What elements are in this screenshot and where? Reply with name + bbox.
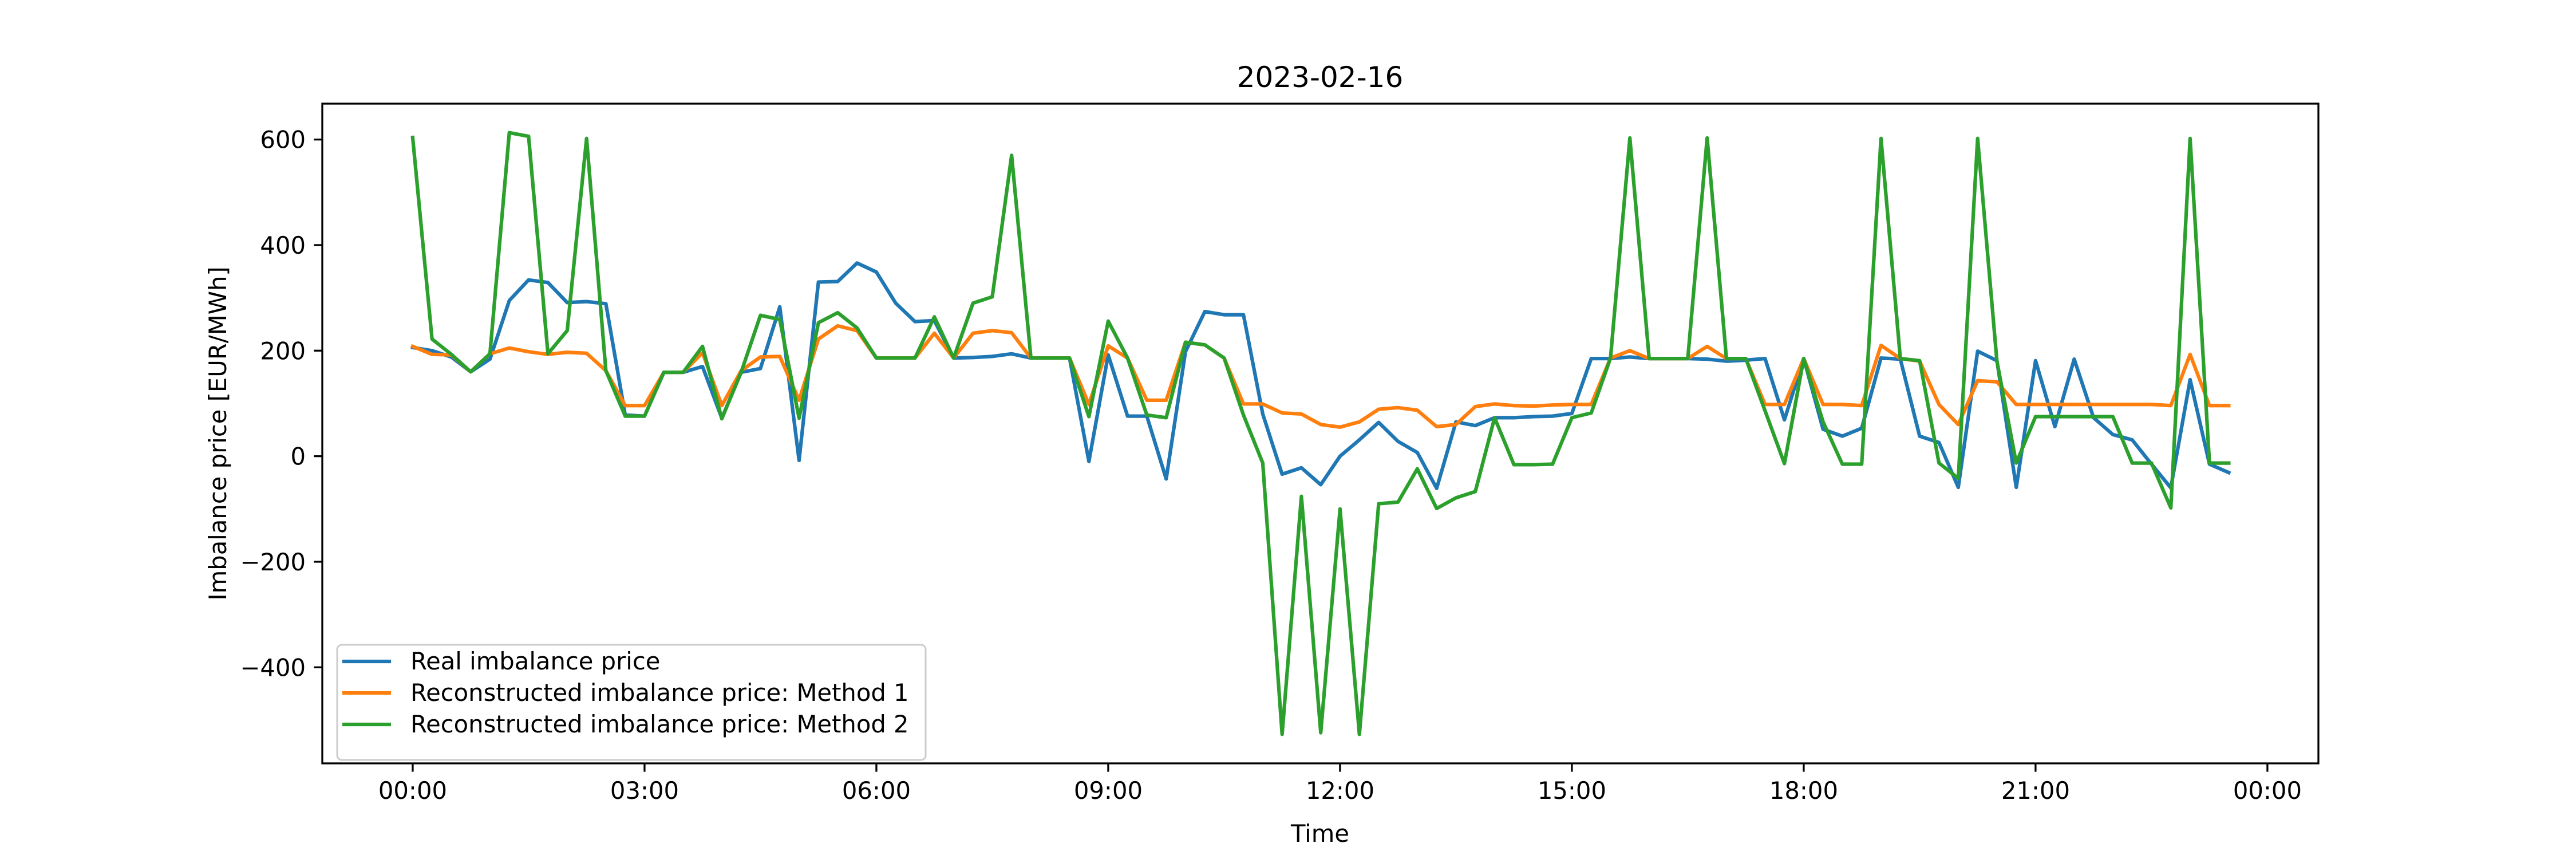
- y-tick-label: 400: [260, 231, 306, 259]
- legend-label-method-1: Reconstructed imbalance price: Method 1: [410, 679, 909, 707]
- axes-frame: [321, 103, 2320, 765]
- y-tick-label: −400: [240, 653, 306, 681]
- y-axis: −400 −200 0 200 400 600: [240, 126, 322, 681]
- x-tick-label: 09:00: [1074, 777, 1143, 805]
- legend: Real imbalance price Reconstructed imbal…: [336, 644, 927, 761]
- y-tick-label: 600: [260, 126, 306, 154]
- x-tick-label: 18:00: [1769, 777, 1838, 805]
- x-axis: 00:00 03:00 06:00 09:00 12:00 15:00 18:00 21:00…: [378, 763, 2302, 805]
- y-tick-label: 0: [290, 443, 306, 471]
- x-tick-label: 15:00: [1538, 777, 1606, 805]
- y-axis-label: Imbalance price [EUR/MWh]: [204, 266, 232, 600]
- x-tick-label: 21:00: [2001, 777, 2070, 805]
- series-layer: [410, 131, 2231, 736]
- x-tick-label: 00:00: [378, 777, 447, 805]
- legend-frame: [336, 644, 927, 761]
- legend-label-method-2: Reconstructed imbalance price: Method 2: [410, 710, 909, 738]
- y-tick-label: 200: [260, 337, 306, 365]
- x-tick-label: 00:00: [2233, 777, 2302, 805]
- x-tick-label: 12:00: [1306, 777, 1374, 805]
- x-axis-label: Time: [1290, 819, 1349, 848]
- series-line-2: [410, 131, 2231, 736]
- x-tick-label: 06:00: [842, 777, 911, 805]
- x-tick-label: 03:00: [610, 777, 679, 805]
- y-tick-label: −200: [240, 548, 306, 576]
- chart-title: 2023-02-16: [1237, 61, 1404, 94]
- legend-label-real: Real imbalance price: [410, 647, 660, 675]
